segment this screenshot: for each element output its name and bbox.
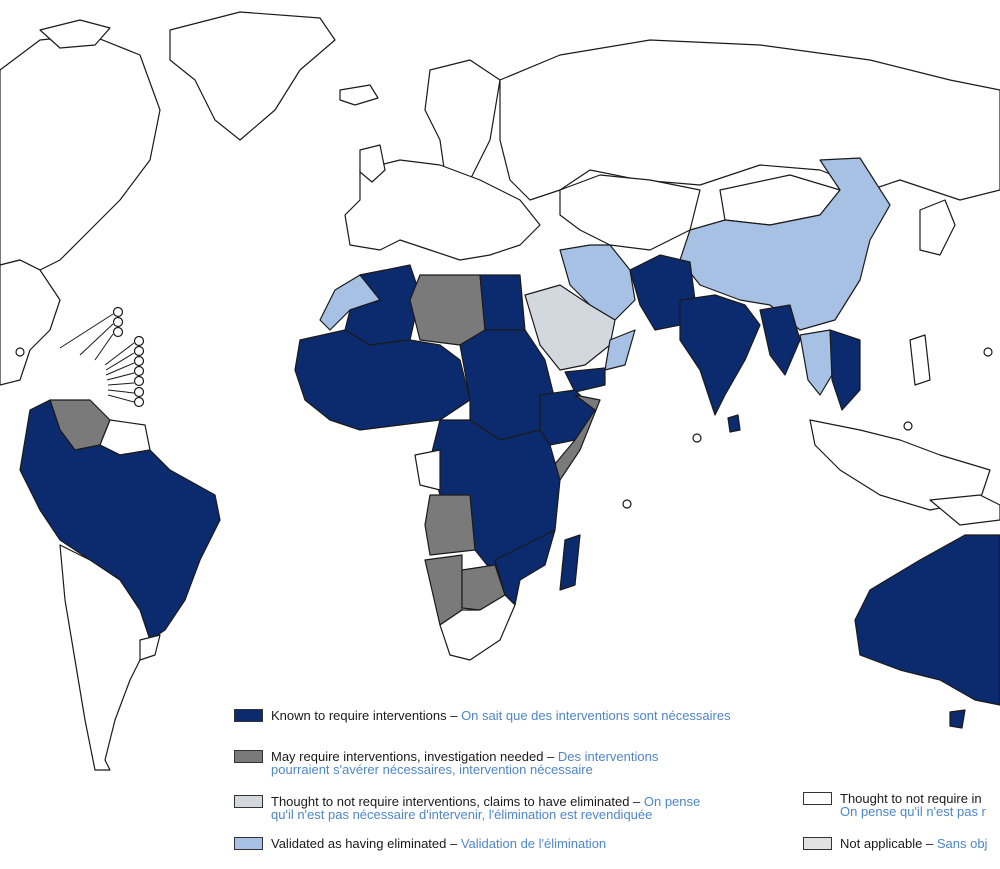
legend-label-en: Not applicable – — [840, 836, 937, 851]
region-thailand — [799, 329, 836, 396]
region-iceland — [339, 84, 379, 106]
region-oman — [604, 329, 636, 371]
region-angola — [424, 494, 476, 556]
region-china — [679, 157, 891, 331]
legend-label-fr-line2: qu'il n'est pas nécessaire d'intervenir,… — [271, 807, 653, 822]
region-canada — [0, 34, 161, 271]
region-japan — [919, 199, 956, 256]
region-tasmania — [949, 709, 966, 729]
legend-swatch-thought-eliminated — [234, 795, 263, 808]
legend-label-en: May require interventions, investigation… — [271, 749, 558, 764]
region-uk — [359, 144, 386, 183]
region-india — [679, 294, 761, 416]
region-southern-cone — [59, 544, 151, 771]
legend-label-en: Known to require interventions – — [271, 708, 462, 723]
region-russia — [499, 39, 1000, 201]
region-arctic-islands — [39, 19, 111, 49]
region-central-asia — [559, 174, 701, 251]
legend-swatch-thought-not — [803, 792, 832, 805]
legend-swatch-not-applicable — [803, 837, 832, 850]
region-indochina — [829, 329, 861, 411]
legend-label-fr: Sans obj — [936, 836, 988, 851]
region-egypt — [479, 274, 526, 331]
island-leader-lines — [59, 313, 135, 403]
legend-swatch-known — [234, 709, 263, 722]
legend-label-en: Validated as having eliminated – — [271, 836, 461, 851]
region-south-africa — [439, 594, 516, 661]
region-sri-lanka — [727, 414, 741, 433]
legend-label-en: Thought to not require interventions, cl… — [271, 794, 644, 809]
region-yemen — [564, 367, 606, 393]
region-greenland — [169, 11, 336, 141]
legend-label-fr-line2: pourraient s'avérer nécessaires, interve… — [271, 762, 593, 777]
region-iran — [559, 244, 636, 321]
region-gabon — [414, 449, 441, 491]
region-madagascar — [559, 534, 581, 591]
legend-swatch-may — [234, 750, 263, 763]
legend-swatch-validated — [234, 837, 263, 850]
region-uruguay — [139, 634, 161, 661]
region-australia — [854, 534, 1000, 706]
legend-label-fr: On pense — [643, 794, 701, 809]
region-scandinavia — [424, 59, 501, 181]
region-philippines — [909, 334, 931, 386]
legend-label-fr-line2: On pense qu'il n'est pas r — [840, 804, 986, 819]
legend-label-fr: On sait que des interventions sont néces… — [461, 708, 731, 723]
legend-label-fr: Validation de l'élimination — [460, 836, 607, 851]
region-west-africa — [294, 329, 471, 431]
legend-label-fr: Des interventions — [557, 749, 659, 764]
region-europe — [344, 159, 541, 261]
legend-label-en: Thought to not require in — [840, 791, 982, 806]
region-myanmar — [759, 304, 801, 376]
region-new-guinea — [929, 494, 1000, 526]
region-libya — [409, 274, 486, 346]
island-markers — [15, 306, 993, 509]
region-colombia-brazil — [19, 399, 221, 641]
region-usa-mexico — [0, 259, 61, 386]
